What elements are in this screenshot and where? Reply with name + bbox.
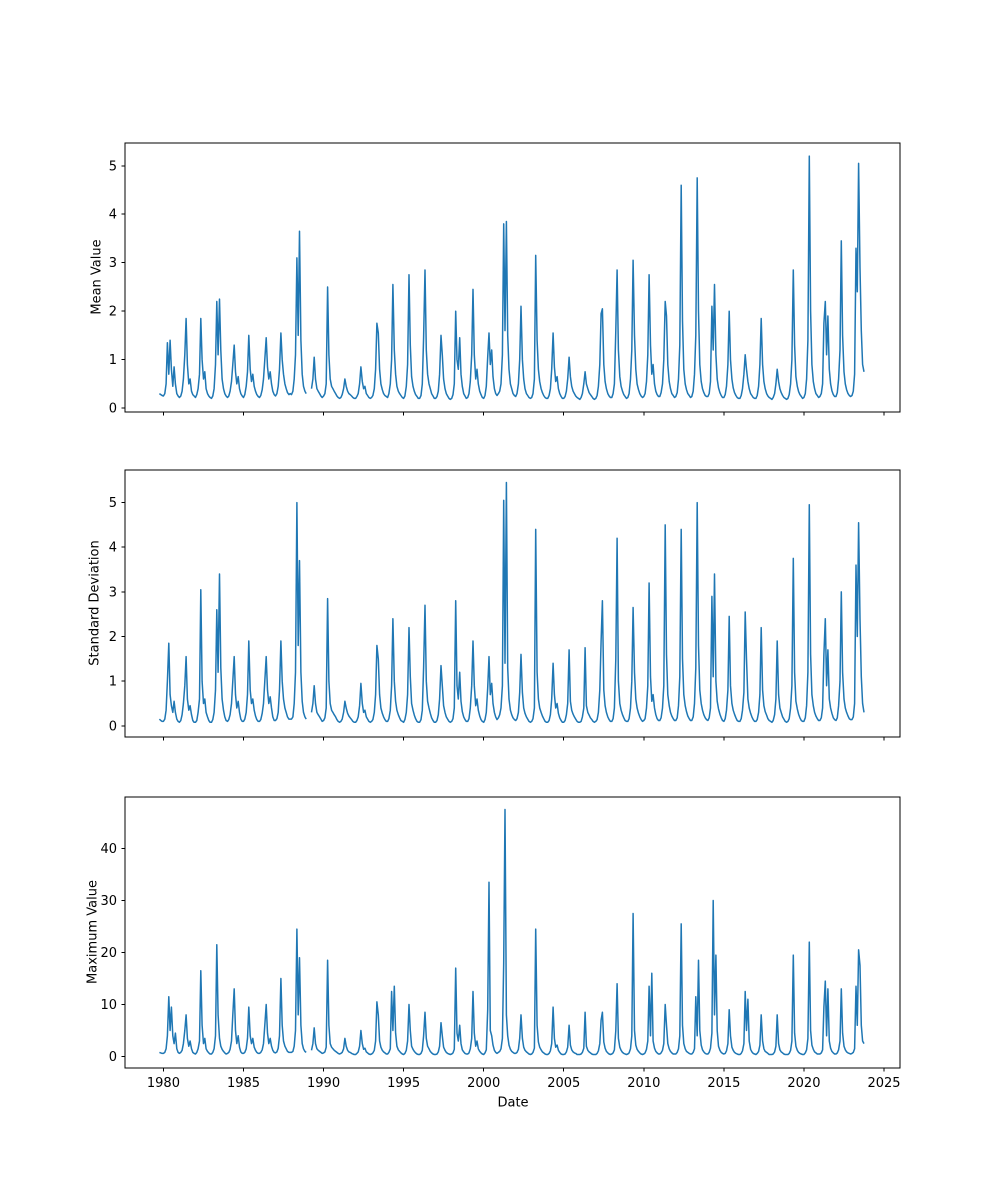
x-tick-label: 2015 xyxy=(707,1076,740,1091)
y-tick-label: 10 xyxy=(100,998,117,1013)
y-tick-label: 2 xyxy=(109,630,117,645)
y-tick-label: 0 xyxy=(109,1050,117,1065)
y-tick-label: 5 xyxy=(109,159,117,174)
y-tick-label: 4 xyxy=(109,208,117,223)
x-tick-label: 2000 xyxy=(467,1076,500,1091)
x-tick-label: 2010 xyxy=(627,1076,660,1091)
x-tick-label: 1985 xyxy=(227,1076,260,1091)
subplot-maximum-value: 0 10 20 30 40 1980 1985 1990 1995 2000 2005 2010 201… xyxy=(100,796,901,1091)
y-tick-label: 3 xyxy=(109,585,117,600)
y-tick-label: 4 xyxy=(109,541,117,556)
x-tick-label: 1995 xyxy=(387,1076,420,1091)
y-tick-label: 3 xyxy=(109,256,117,271)
x-axis-label-date: Date xyxy=(497,1095,529,1111)
y-tick-label: 30 xyxy=(100,894,117,909)
axes-frame xyxy=(124,469,901,738)
y-tick-label: 20 xyxy=(100,946,117,961)
y-tick-label: 1 xyxy=(109,675,117,690)
x-tick-label: 1990 xyxy=(307,1076,340,1091)
y-tick-label: 0 xyxy=(109,719,117,734)
y-tick-label: 5 xyxy=(109,496,117,511)
y-axis-label-mean-value: Mean Value xyxy=(89,239,105,315)
y-tick-label: 0 xyxy=(109,402,117,417)
series-line xyxy=(158,155,865,401)
x-tick-label: 2025 xyxy=(867,1076,900,1091)
x-tick-label: 2020 xyxy=(787,1076,820,1091)
x-tick-label: 2005 xyxy=(547,1076,580,1091)
x-tick-label: 1980 xyxy=(147,1076,180,1091)
y-axis-label-maximum-value: Maximum Value xyxy=(85,880,101,984)
y-tick-label: 1 xyxy=(109,353,117,368)
series-line xyxy=(158,481,865,724)
axes-frame xyxy=(124,142,901,413)
subplot-mean-value: 0 1 2 3 4 5 xyxy=(109,142,901,417)
axes-frame xyxy=(124,796,901,1069)
series-line xyxy=(159,808,865,1056)
y-axis-label-standard-deviation: Standard Deviation xyxy=(87,540,103,666)
subplot-standard-deviation: 0 1 2 3 4 5 xyxy=(109,469,901,741)
y-tick-label: 40 xyxy=(100,842,117,857)
y-tick-label: 2 xyxy=(109,305,117,320)
